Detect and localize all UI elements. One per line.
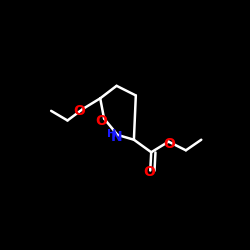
Text: O: O	[163, 137, 175, 151]
Text: O: O	[95, 114, 107, 128]
Text: O: O	[74, 104, 86, 118]
Text: O: O	[143, 165, 155, 179]
Text: N: N	[111, 130, 123, 144]
Text: H: H	[107, 128, 116, 138]
